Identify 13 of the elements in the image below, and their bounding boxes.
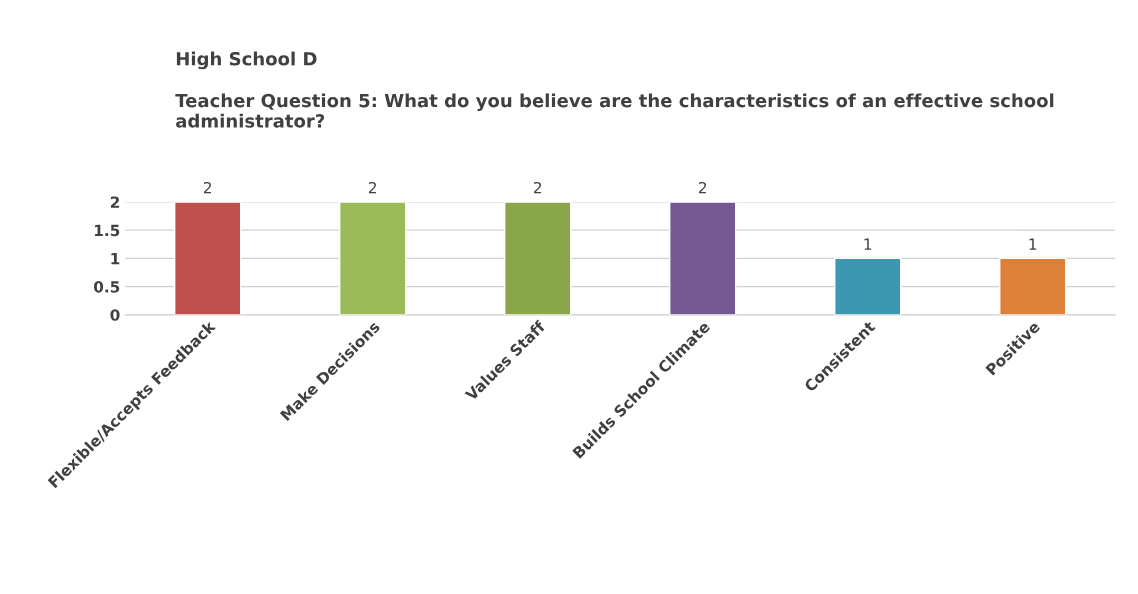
y-tick-label: 1 bbox=[111, 253, 120, 265]
y-tick-label: 2 bbox=[110, 196, 119, 208]
data-label: 1 bbox=[864, 238, 872, 250]
data-label: 2 bbox=[533, 181, 542, 194]
y-tick-label: 1.5 bbox=[94, 224, 120, 237]
data-label: 2 bbox=[698, 181, 707, 194]
y-tick-label: 0.5 bbox=[93, 281, 120, 293]
chart-title: High School D bbox=[176, 51, 317, 70]
y-tick-label: 0 bbox=[110, 309, 120, 321]
data-label: 2 bbox=[203, 181, 212, 194]
data-label: 1 bbox=[1029, 238, 1037, 250]
chart-subtitle: Teacher Question 5: What do you believe are the characteristics of an effective school administrator? bbox=[175, 93, 1054, 128]
data-label: 2 bbox=[368, 181, 377, 194]
